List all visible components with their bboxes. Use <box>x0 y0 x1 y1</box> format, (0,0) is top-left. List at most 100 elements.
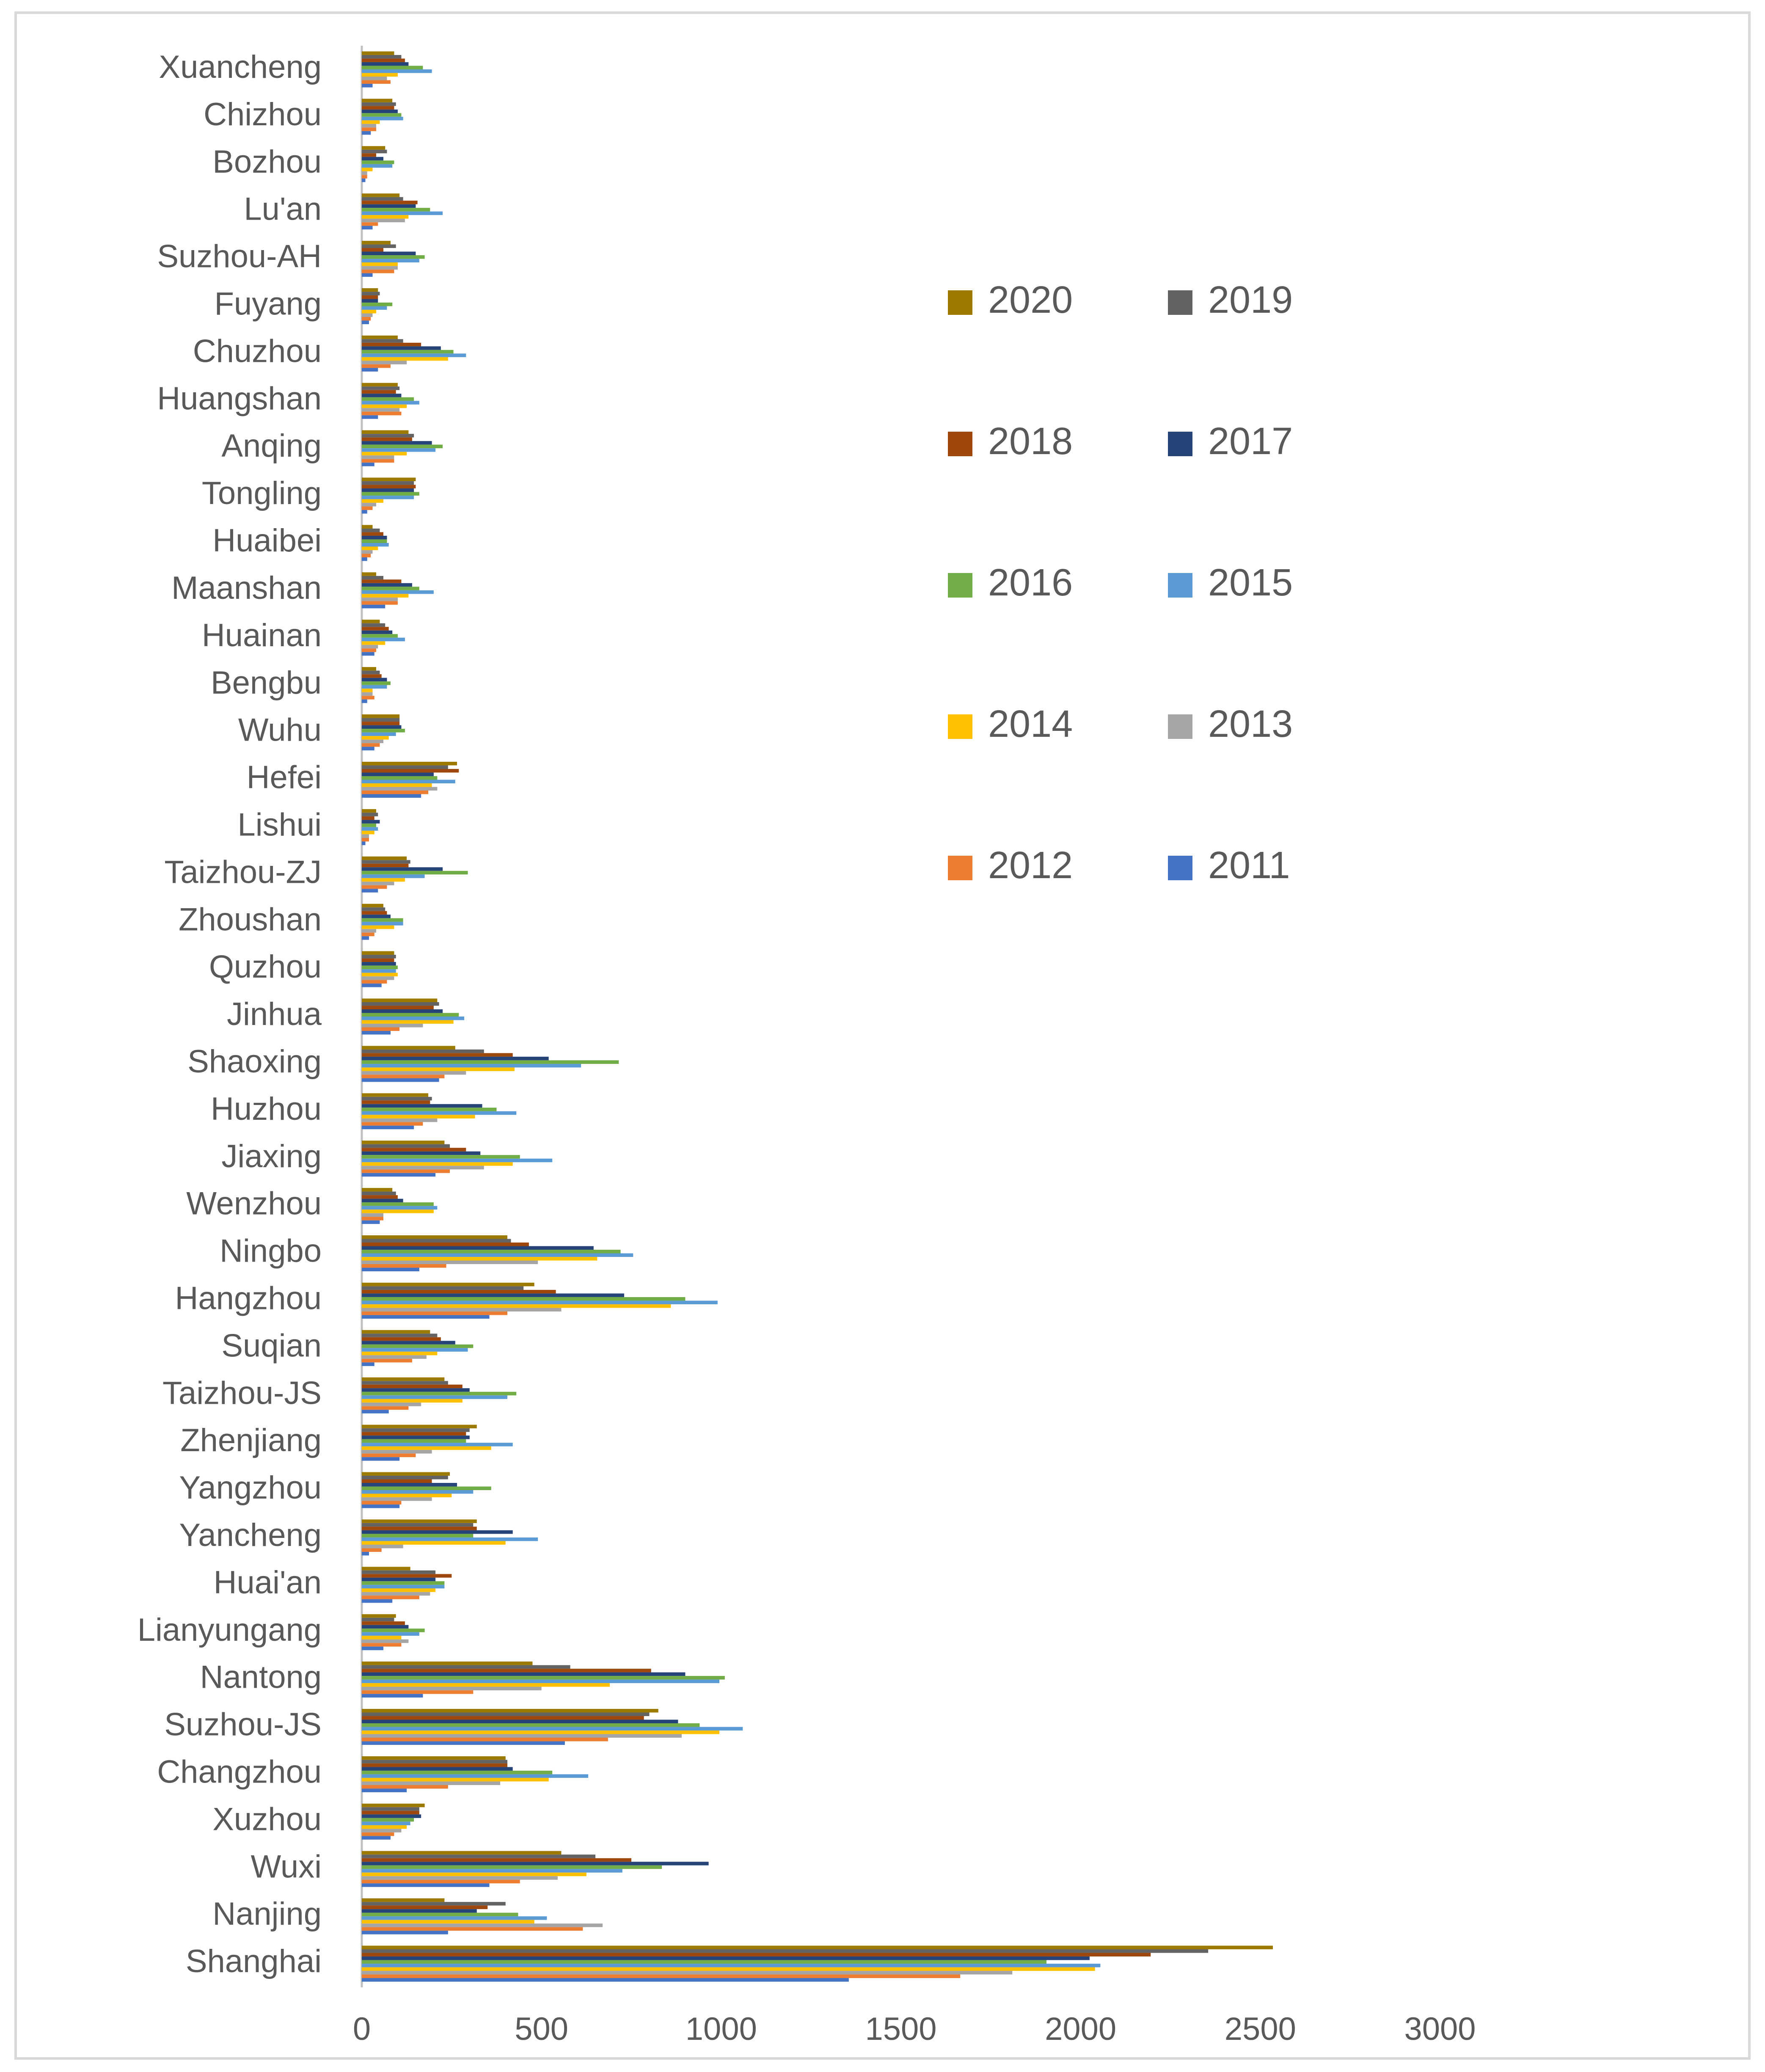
bar-yangzhou-2013 <box>362 1497 432 1501</box>
bar-huainan-2019 <box>362 623 385 627</box>
bar-maanshan-2014 <box>362 594 409 598</box>
bar-hefei-2020 <box>362 761 457 766</box>
bar-shanghai-2018 <box>362 1953 1151 1957</box>
bar-huainan-2017 <box>362 630 393 634</box>
bar-chuzhou-2013 <box>362 361 407 364</box>
bar-changzhou-2013 <box>362 1781 500 1785</box>
bar-taizhou-js-2012 <box>362 1406 409 1410</box>
bar-nanjing-2011 <box>362 1931 448 1934</box>
bar-zhoushan-2011 <box>362 936 369 940</box>
bar-tongling-2019 <box>362 481 414 485</box>
bar-shanghai-2012 <box>362 1974 961 1978</box>
bar-wenzhou-2013 <box>362 1213 383 1217</box>
bar-wenzhou-2015 <box>362 1206 438 1210</box>
bar-maanshan-2012 <box>362 601 398 605</box>
category-label-yangzhou: Yangzhou <box>179 1470 322 1506</box>
bar-taizhou-zj-2012 <box>362 885 387 889</box>
bar-hefei-2016 <box>362 776 438 780</box>
bar-huzhou-2020 <box>362 1093 429 1097</box>
bar-shanghai-2011 <box>362 1978 849 1982</box>
bar-huaibei-2011 <box>362 557 367 561</box>
bar-zhoushan-2017 <box>362 915 391 918</box>
bar-anqing-2016 <box>362 444 443 449</box>
bar-suqian-2013 <box>362 1355 427 1359</box>
bar-yangzhou-2011 <box>362 1504 400 1508</box>
bar-hefei-2013 <box>362 787 438 791</box>
bar-zhoushan-2020 <box>362 904 383 908</box>
bar-fuyang-2017 <box>362 299 378 303</box>
bar-changzhou-2012 <box>362 1785 448 1789</box>
x-tick-2500: 2500 <box>1225 2011 1296 2047</box>
category-label-changzhou: Changzhou <box>157 1754 322 1790</box>
bar-shaoxing-2013 <box>362 1071 466 1075</box>
bar-anqing-2015 <box>362 448 436 452</box>
chart-border <box>14 11 1751 2060</box>
bar-yangzhou-2019 <box>362 1476 448 1480</box>
bar-bengbu-2020 <box>362 667 376 671</box>
bar-jiaxing-2014 <box>362 1162 513 1166</box>
bar-maanshan-2020 <box>362 572 376 576</box>
bar-anqing-2019 <box>362 434 414 438</box>
bar-wuxi-2011 <box>362 1883 490 1887</box>
bar-jiaxing-2011 <box>362 1173 436 1177</box>
bar-jiaxing-2019 <box>362 1144 450 1148</box>
bar-suzhou-ah-2014 <box>362 262 398 266</box>
category-label-fuyang: Fuyang <box>215 286 322 322</box>
bar-bozhou-2014 <box>362 168 373 171</box>
bar-xuzhou-2014 <box>362 1825 407 1829</box>
bar-nanjing-2018 <box>362 1905 488 1909</box>
x-tick-2000: 2000 <box>1045 2011 1116 2047</box>
bar-jiaxing-2016 <box>362 1155 520 1159</box>
bar-anqing-2012 <box>362 459 394 463</box>
legend-label-2017: 2017 <box>1208 420 1293 463</box>
bar-chizhou-2011 <box>362 131 371 135</box>
bar-bengbu-2019 <box>362 670 380 675</box>
bar-wuhu-2014 <box>362 736 389 740</box>
bar-xuancheng-2012 <box>362 80 391 84</box>
category-label-nantong: Nantong <box>200 1659 322 1695</box>
bar-suzhou-ah-2015 <box>362 259 419 263</box>
bar-jinhua-2013 <box>362 1024 423 1028</box>
bar-zhenjiang-2019 <box>362 1428 470 1432</box>
bar-nantong-2019 <box>362 1665 570 1669</box>
legend-swatch-2011 <box>1168 856 1192 880</box>
category-label-hefei: Hefei <box>247 760 322 796</box>
bar-yangzhou-2018 <box>362 1479 432 1483</box>
bar-quzhou-2017 <box>362 962 396 966</box>
bar-chizhou-2019 <box>362 102 396 106</box>
bar-xuzhou-2019 <box>362 1807 419 1811</box>
bar-fuyang-2012 <box>362 317 371 321</box>
bar-suzhou-ah-2017 <box>362 251 416 256</box>
category-label-suzhou-ah: Suzhou-AH <box>157 239 322 275</box>
legend-swatch-2017 <box>1168 432 1192 456</box>
x-tick-500: 500 <box>515 2011 568 2047</box>
bar-anqing-2017 <box>362 441 432 445</box>
category-label-xuancheng: Xuancheng <box>159 49 322 85</box>
bar-huzhou-2014 <box>362 1115 475 1119</box>
bar-chuzhou-2014 <box>362 357 448 361</box>
legend-label-2015: 2015 <box>1208 562 1293 604</box>
bar-tongling-2018 <box>362 485 416 489</box>
bar-quzhou-2011 <box>362 984 382 987</box>
bar-shaoxing-2018 <box>362 1053 513 1057</box>
bar-taizhou-zj-2014 <box>362 878 405 882</box>
bar-bozhou-2012 <box>362 175 367 179</box>
bar-yangzhou-2014 <box>362 1493 452 1498</box>
bar-suqian-2017 <box>362 1341 455 1345</box>
bar-jiaxing-2012 <box>362 1169 450 1173</box>
bar-hangzhou-2017 <box>362 1293 625 1297</box>
legend-swatch-2018 <box>948 432 972 456</box>
category-label-quzhou: Quzhou <box>209 949 322 985</box>
bar-suzhou-js-2011 <box>362 1741 565 1745</box>
bar-tongling-2012 <box>362 506 373 510</box>
bar-chuzhou-2020 <box>362 335 398 339</box>
bar-suzhou-ah-2019 <box>362 244 396 248</box>
bar-zhenjiang-2011 <box>362 1457 400 1461</box>
bar-bozhou-2017 <box>362 157 383 161</box>
bar-yancheng-2011 <box>362 1551 369 1556</box>
bar-shanghai-2019 <box>362 1949 1209 1953</box>
bar-suqian-2018 <box>362 1337 441 1341</box>
bar-suqian-2012 <box>362 1358 412 1363</box>
bar-taizhou-js-2017 <box>362 1388 470 1392</box>
bar-yangzhou-2020 <box>362 1472 450 1476</box>
